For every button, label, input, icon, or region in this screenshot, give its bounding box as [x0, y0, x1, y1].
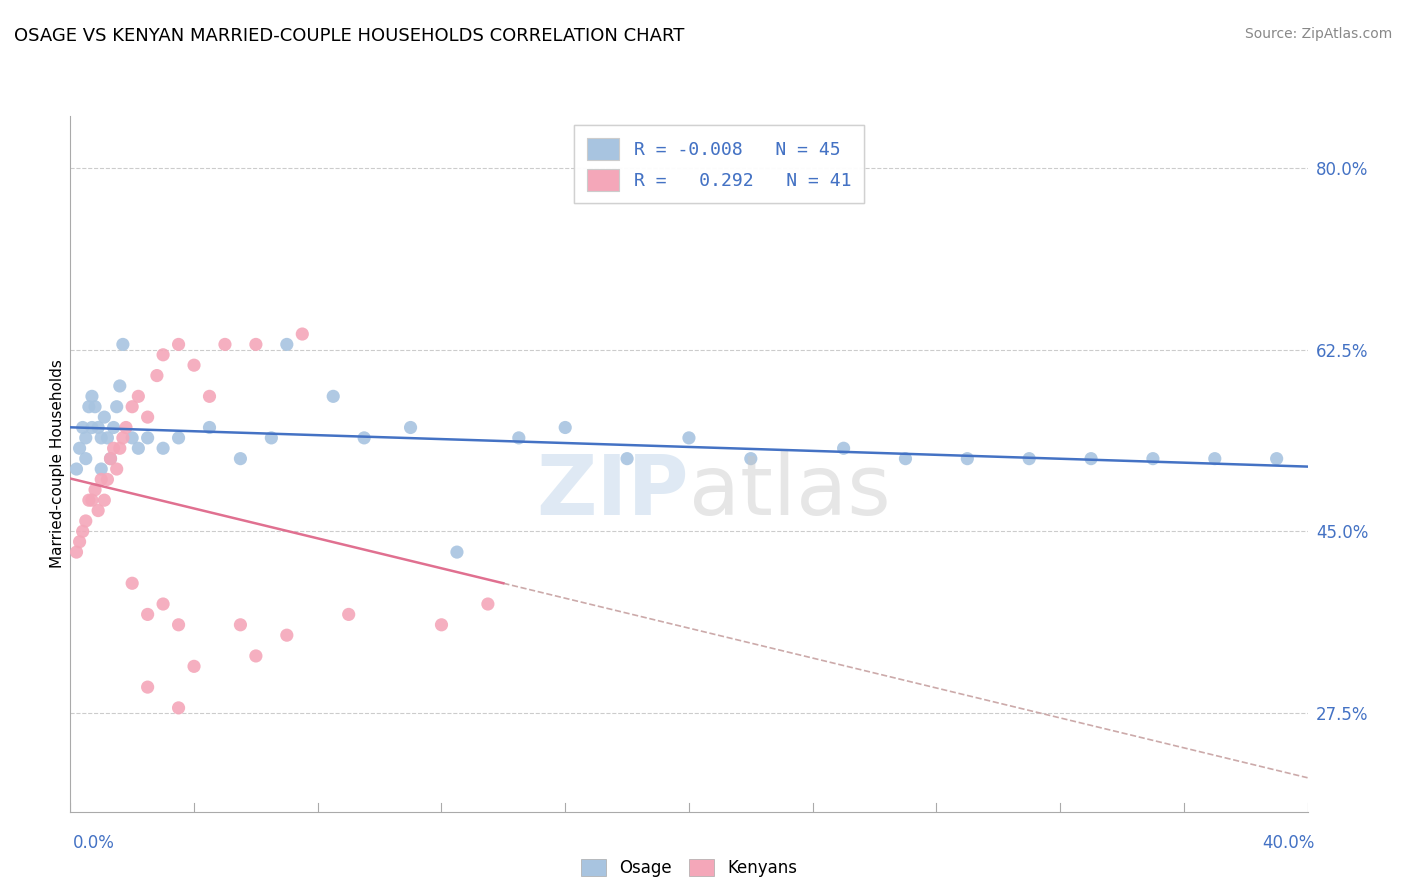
- Point: [1080, 451, 1102, 466]
- Point: [152, 348, 174, 362]
- Point: [167, 617, 190, 632]
- Point: [1018, 451, 1040, 466]
- Point: [167, 337, 190, 351]
- Point: [103, 420, 125, 434]
- Point: [72, 524, 94, 539]
- Point: [245, 648, 267, 663]
- Point: [183, 659, 205, 673]
- Point: [322, 389, 344, 403]
- Point: [229, 617, 252, 632]
- Point: [353, 431, 375, 445]
- Point: [214, 337, 236, 351]
- Point: [508, 431, 530, 445]
- Point: [1265, 451, 1288, 466]
- Point: [80, 389, 103, 403]
- Point: [87, 503, 110, 517]
- Point: [93, 410, 115, 425]
- Text: ZIP: ZIP: [537, 451, 689, 533]
- Point: [121, 431, 143, 445]
- Point: [136, 431, 159, 445]
- Text: OSAGE VS KENYAN MARRIED-COUPLE HOUSEHOLDS CORRELATION CHART: OSAGE VS KENYAN MARRIED-COUPLE HOUSEHOLD…: [14, 27, 685, 45]
- Point: [894, 451, 917, 466]
- Point: [96, 431, 118, 445]
- Point: [291, 326, 314, 341]
- Point: [245, 337, 267, 351]
- Point: [167, 431, 190, 445]
- Point: [183, 358, 205, 372]
- Text: Source: ZipAtlas.com: Source: ZipAtlas.com: [1244, 27, 1392, 41]
- Point: [111, 431, 134, 445]
- Point: [740, 451, 762, 466]
- Point: [77, 493, 100, 508]
- Point: [446, 545, 468, 559]
- Point: [108, 442, 131, 456]
- Point: [84, 483, 107, 497]
- Point: [678, 431, 700, 445]
- Point: [80, 493, 103, 508]
- Point: [121, 400, 143, 414]
- Text: 0.0%: 0.0%: [73, 834, 115, 852]
- Legend: R = -0.008   N = 45, R =   0.292   N = 41: R = -0.008 N = 45, R = 0.292 N = 41: [574, 125, 863, 203]
- Point: [956, 451, 979, 466]
- Point: [276, 337, 298, 351]
- Point: [105, 462, 128, 476]
- Text: 40.0%: 40.0%: [1263, 834, 1315, 852]
- Text: atlas: atlas: [689, 451, 890, 533]
- Point: [90, 472, 112, 486]
- Y-axis label: Married-couple Households: Married-couple Households: [49, 359, 65, 568]
- Point: [84, 400, 107, 414]
- Point: [105, 400, 128, 414]
- Point: [121, 576, 143, 591]
- Point: [75, 514, 97, 528]
- Point: [87, 420, 110, 434]
- Point: [136, 607, 159, 622]
- Point: [616, 451, 638, 466]
- Point: [90, 462, 112, 476]
- Point: [136, 410, 159, 425]
- Point: [430, 617, 453, 632]
- Point: [69, 442, 91, 456]
- Point: [93, 493, 115, 508]
- Point: [554, 420, 576, 434]
- Point: [111, 337, 134, 351]
- Point: [72, 420, 94, 434]
- Point: [146, 368, 169, 383]
- Point: [1142, 451, 1164, 466]
- Point: [80, 420, 103, 434]
- Point: [152, 597, 174, 611]
- Point: [96, 472, 118, 486]
- Point: [127, 389, 149, 403]
- Point: [100, 451, 122, 466]
- Point: [832, 442, 855, 456]
- Point: [260, 431, 283, 445]
- Point: [65, 462, 87, 476]
- Point: [136, 680, 159, 694]
- Point: [90, 431, 112, 445]
- Point: [75, 431, 97, 445]
- Point: [127, 442, 149, 456]
- Point: [276, 628, 298, 642]
- Point: [167, 701, 190, 715]
- Point: [75, 451, 97, 466]
- Point: [77, 400, 100, 414]
- Point: [65, 545, 87, 559]
- Point: [115, 420, 138, 434]
- Point: [399, 420, 422, 434]
- Point: [103, 442, 125, 456]
- Point: [198, 389, 221, 403]
- Point: [477, 597, 499, 611]
- Point: [152, 442, 174, 456]
- Point: [108, 379, 131, 393]
- Point: [337, 607, 360, 622]
- Point: [229, 451, 252, 466]
- Point: [1204, 451, 1226, 466]
- Point: [100, 451, 122, 466]
- Point: [198, 420, 221, 434]
- Point: [69, 534, 91, 549]
